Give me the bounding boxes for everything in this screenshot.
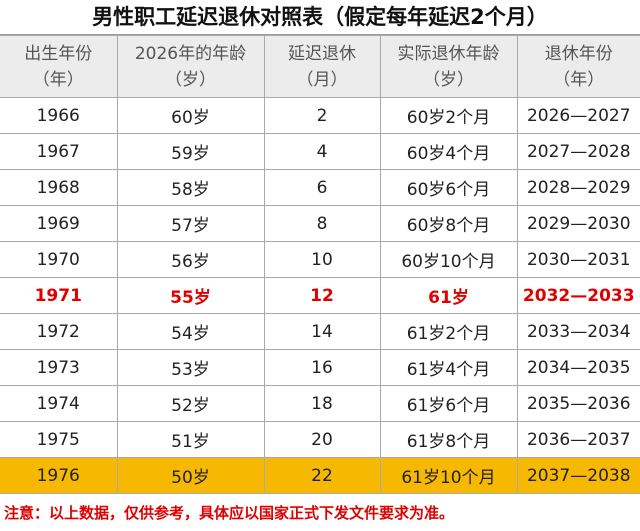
table-cell: 4 — [263, 133, 381, 170]
table-cell: 61岁2个月 — [379, 313, 518, 350]
table-cell: 1972 — [0, 313, 118, 350]
table: 出生年份 （年） 2026年的年龄 （岁） 延迟退休 （月） 实际退休年龄 （岁） 退休年份 （年… — [0, 35, 640, 494]
table-cell: 2030—2031 — [516, 241, 640, 278]
table-cell: 2036—2037 — [516, 421, 640, 458]
header-line: 出生年份 — [24, 43, 93, 64]
table-cell: 1967 — [0, 133, 118, 170]
table-cell: 2037—2038 — [516, 457, 640, 494]
table-cell: 60岁4个月 — [379, 133, 518, 170]
note: 注意：以上数据，仅供参考，具体应以国家正式下发文件要求为准。 — [4, 504, 455, 522]
table-row: 1969 57岁 8 60岁8个月 2029—2030 — [0, 205, 640, 242]
table-cell: 14 — [263, 313, 381, 350]
table-row: 1972 54岁 14 61岁2个月 2033—2034 — [0, 313, 640, 350]
table-cell: 2034—2035 — [516, 349, 640, 386]
table-cell: 58岁 — [116, 169, 265, 206]
header-line: （岁） — [165, 69, 216, 90]
header-line: （月） — [296, 69, 348, 90]
header-cell: 延迟退休 （月） — [263, 35, 381, 98]
table-cell: 16 — [263, 349, 381, 386]
table-cell: 61岁8个月 — [379, 421, 518, 458]
table-cell: 61岁6个月 — [379, 385, 518, 422]
table-cell: 2 — [263, 97, 381, 134]
table-cell: 1969 — [0, 205, 118, 242]
table-cell: 56岁 — [116, 241, 265, 278]
table-cell: 1966 — [0, 97, 118, 134]
table-cell: 60岁8个月 — [379, 205, 518, 242]
header-cell: 实际退休年龄 （岁） — [379, 35, 518, 98]
table-cell: 12 — [263, 277, 381, 314]
table-cell: 57岁 — [116, 205, 265, 242]
table-cell: 60岁6个月 — [379, 169, 518, 206]
table-cell: 18 — [263, 385, 381, 422]
table-cell: 1975 — [0, 421, 118, 458]
table-cell: 60岁 — [116, 97, 265, 134]
table-cell: 54岁 — [116, 313, 265, 350]
table-cell: 1974 — [0, 385, 118, 422]
header-line: （岁） — [423, 69, 474, 90]
table-cell: 8 — [263, 205, 381, 242]
title: 男性职工延迟退休对照表（假定每年延迟2个月） — [0, 0, 640, 35]
header-cell: 出生年份 （年） — [0, 35, 118, 98]
header-line: 延迟退休 — [288, 43, 356, 64]
header-cell: 退休年份 （年） — [516, 35, 640, 98]
table-cell: 59岁 — [116, 133, 265, 170]
table-cell: 50岁 — [116, 457, 265, 494]
table-row: 1976 50岁 22 61岁10个月 2037—2038 — [0, 457, 640, 494]
table-cell: 61岁4个月 — [379, 349, 518, 386]
table-cell: 60岁2个月 — [379, 97, 518, 134]
table-row: 1967 59岁 4 60岁4个月 2027—2028 — [0, 133, 640, 170]
table-row: 1971 55岁 12 61岁 2032—2033 — [0, 277, 640, 314]
table-cell: 1971 — [0, 277, 118, 314]
header-line: 实际退休年龄 — [397, 43, 500, 64]
table-cell: 61岁10个月 — [379, 457, 518, 494]
table-cell: 61岁 — [379, 277, 518, 314]
table-cell: 22 — [263, 457, 381, 494]
header-line: 2026年的年龄 — [134, 43, 247, 64]
table-row: 1970 56岁 10 60岁10个月 2030—2031 — [0, 241, 640, 278]
table-cell: 20 — [263, 421, 381, 458]
table-cell: 53岁 — [116, 349, 265, 386]
table-cell: 6 — [263, 169, 381, 206]
table-cell: 2029—2030 — [516, 205, 640, 242]
table-cell: 1968 — [0, 169, 118, 206]
table-cell: 52岁 — [116, 385, 265, 422]
header-cell: 2026年的年龄 （岁） — [116, 35, 265, 98]
table-cell: 2032—2033 — [516, 277, 640, 314]
table-body: 1966 60岁 2 60岁2个月 2026—2027 1967 59岁 4 60岁4个月 202… — [0, 97, 640, 494]
table-cell: 1973 — [0, 349, 118, 386]
table-cell: 2035—2036 — [516, 385, 640, 422]
table-row: 1968 58岁 6 60岁6个月 2028—2029 — [0, 169, 640, 206]
table-cell: 1970 — [0, 241, 118, 278]
table-cell: 10 — [263, 241, 381, 278]
table-cell: 51岁 — [116, 421, 265, 458]
table-row: 1974 52岁 18 61岁6个月 2035—2036 — [0, 385, 640, 422]
table-cell: 1976 — [0, 457, 118, 494]
table-cell: 2027—2028 — [516, 133, 640, 170]
table-row: 1975 51岁 20 61岁8个月 2036—2037 — [0, 421, 640, 458]
header-line: （年） — [553, 69, 605, 90]
table-cell: 2028—2029 — [516, 169, 640, 206]
table-cell: 2026—2027 — [516, 97, 640, 134]
table-row: 1973 53岁 16 61岁4个月 2034—2035 — [0, 349, 640, 386]
header-line: （年） — [32, 69, 84, 90]
table-cell: 2033—2034 — [516, 313, 640, 350]
table-cell: 60岁10个月 — [379, 241, 518, 278]
header-line: 退休年份 — [544, 43, 613, 64]
table-row: 1966 60岁 2 60岁2个月 2026—2027 — [0, 97, 640, 134]
table-cell: 55岁 — [116, 277, 265, 314]
header-row: 出生年份 （年） 2026年的年龄 （岁） 延迟退休 （月） 实际退休年龄 （岁） 退休年份 （年… — [0, 35, 640, 98]
